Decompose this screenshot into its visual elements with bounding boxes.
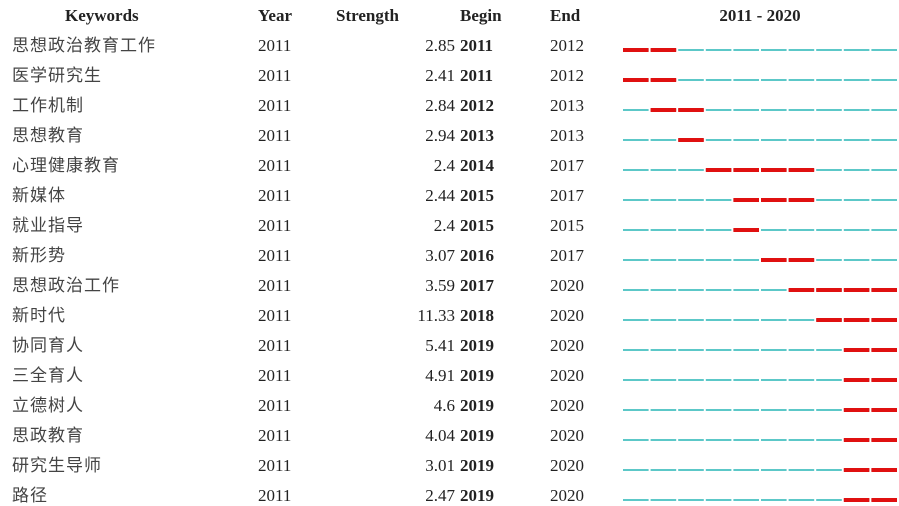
end: 2020	[550, 336, 584, 355]
header-year: Year	[258, 6, 292, 25]
keyword: 思想政治教育工作	[12, 36, 156, 55]
year: 2011	[258, 456, 291, 475]
keyword: 路径	[12, 486, 48, 505]
year: 2011	[258, 396, 291, 415]
strength: 4.91	[425, 366, 455, 385]
begin: 2014	[460, 156, 495, 175]
begin: 2019	[460, 426, 494, 445]
keyword: 工作机制	[12, 96, 84, 115]
keyword: 思想政治工作	[12, 276, 120, 295]
end: 2020	[550, 396, 584, 415]
year: 2011	[258, 186, 291, 205]
end: 2013	[550, 96, 584, 115]
keyword: 新媒体	[12, 186, 66, 205]
keyword: 心理健康教育	[12, 156, 120, 175]
keyword: 协同育人	[12, 336, 84, 355]
strength: 3.59	[425, 276, 455, 295]
strength: 4.6	[434, 396, 455, 415]
keyword: 思想教育	[12, 126, 84, 145]
begin: 2019	[460, 486, 494, 505]
begin: 2012	[460, 96, 494, 115]
strength: 2.4	[434, 216, 456, 235]
begin: 2011	[460, 36, 493, 55]
strength: 2.85	[425, 36, 455, 55]
header-timeline: 2011 - 2020	[719, 6, 800, 25]
year: 2011	[258, 126, 291, 145]
end: 2015	[550, 216, 584, 235]
keyword: 医学研究生	[12, 66, 102, 85]
end: 2017	[550, 246, 585, 265]
end: 2020	[550, 366, 584, 385]
strength: 2.47	[425, 486, 455, 505]
begin: 2019	[460, 336, 494, 355]
strength: 2.4	[434, 156, 456, 175]
begin: 2018	[460, 306, 494, 325]
year: 2011	[258, 246, 291, 265]
header-end: End	[550, 6, 581, 25]
header-keywords: Keywords	[65, 6, 139, 25]
keyword: 思政教育	[12, 426, 84, 445]
keyword: 就业指导	[12, 216, 84, 235]
year: 2011	[258, 336, 291, 355]
begin: 2013	[460, 126, 494, 145]
begin: 2015	[460, 186, 494, 205]
year: 2011	[258, 216, 291, 235]
year: 2011	[258, 96, 291, 115]
begin: 2017	[460, 276, 495, 295]
strength: 3.07	[425, 246, 455, 265]
year: 2011	[258, 306, 291, 325]
strength: 3.01	[425, 456, 455, 475]
keyword: 立德树人	[12, 396, 84, 415]
end: 2020	[550, 426, 584, 445]
keyword: 三全育人	[12, 366, 84, 385]
strength: 11.33	[417, 306, 455, 325]
keyword: 新时代	[12, 306, 66, 325]
year: 2011	[258, 426, 291, 445]
year: 2011	[258, 366, 291, 385]
year: 2011	[258, 36, 291, 55]
end: 2017	[550, 186, 585, 205]
begin: 2015	[460, 216, 494, 235]
end: 2020	[550, 486, 584, 505]
begin: 2016	[460, 246, 494, 265]
header-strength: Strength	[336, 6, 400, 25]
strength: 2.94	[425, 126, 455, 145]
begin: 2011	[460, 66, 493, 85]
strength: 5.41	[425, 336, 455, 355]
keyword: 研究生导师	[12, 456, 102, 475]
begin: 2019	[460, 456, 494, 475]
end: 2012	[550, 66, 584, 85]
end: 2013	[550, 126, 584, 145]
year: 2011	[258, 156, 291, 175]
keyword: 新形势	[12, 246, 66, 265]
end: 2020	[550, 456, 584, 475]
strength: 2.44	[425, 186, 455, 205]
year: 2011	[258, 66, 291, 85]
year: 2011	[258, 276, 291, 295]
strength: 2.41	[425, 66, 455, 85]
strength: 4.04	[425, 426, 455, 445]
header-begin: Begin	[460, 6, 502, 25]
end: 2020	[550, 306, 584, 325]
strength: 2.84	[425, 96, 455, 115]
end: 2012	[550, 36, 584, 55]
begin: 2019	[460, 366, 494, 385]
end: 2017	[550, 156, 585, 175]
begin: 2019	[460, 396, 494, 415]
end: 2020	[550, 276, 584, 295]
year: 2011	[258, 486, 291, 505]
